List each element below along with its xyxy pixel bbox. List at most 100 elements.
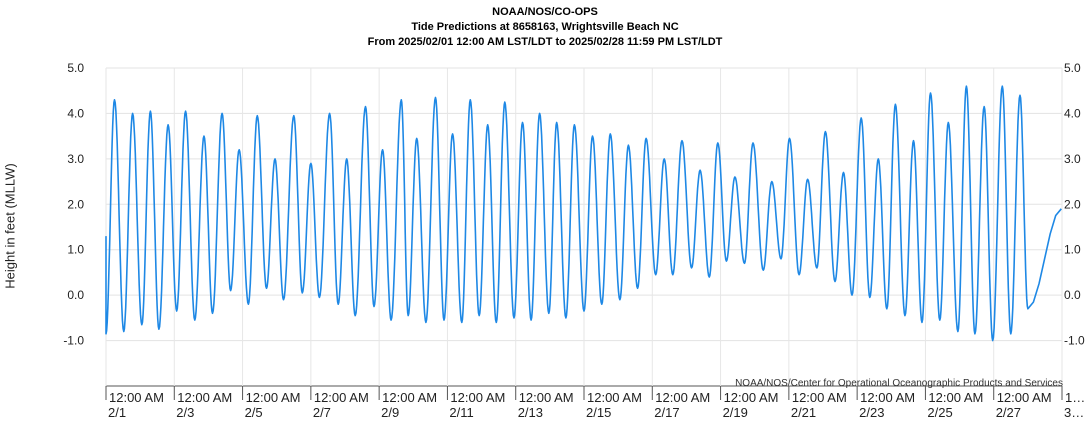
tide-extremum-point <box>645 137 647 139</box>
y-tick-label-left: 2.0 <box>67 197 84 211</box>
x-tick-label-time: 12:00 AM <box>724 390 779 405</box>
x-tick-label-time: 12:00 AM <box>519 390 574 405</box>
tide-extremum-point <box>373 305 375 307</box>
credit-text: NOAA/NOS/Center for Operational Oceanogr… <box>735 378 1063 389</box>
tide-extremum-point <box>636 287 638 289</box>
tide-extremum-point <box>824 130 826 132</box>
tide-extremum-point <box>834 280 836 282</box>
x-tick-label-date: 2/23 <box>859 405 884 420</box>
x-tick-label-date: 2/5 <box>245 405 263 420</box>
x-tick-label-date: 2/25 <box>927 405 952 420</box>
tide-extremum-point <box>690 267 692 269</box>
x-tick-label-time: 12:00 AM <box>177 390 232 405</box>
tide-extremum-point <box>346 158 348 160</box>
y-tick-label-right: -1.0 <box>1064 334 1085 348</box>
tide-extremum-point <box>113 99 115 101</box>
tide-extremum-point <box>842 171 844 173</box>
tide-extremum-point <box>293 115 295 117</box>
tide-extremum-point <box>256 115 258 117</box>
y-tick-label-right: 1.0 <box>1064 243 1081 257</box>
tide-extremum-point <box>158 328 160 330</box>
x-tick-label-time: 12:00 AM <box>450 390 505 405</box>
tide-extremum-point <box>556 121 558 123</box>
x-tick-label-time: 12:00 AM <box>109 390 164 405</box>
tide-extremum-point <box>663 158 665 160</box>
tide-extremum-point <box>274 158 276 160</box>
tide-extremum-point <box>816 267 818 269</box>
tide-extremum-point <box>904 314 906 316</box>
y-tick-label-left: 4.0 <box>67 106 84 120</box>
tide-extremum-point <box>591 135 593 137</box>
tide-extremum-point <box>681 140 683 142</box>
y-tick-label-left: 5.0 <box>67 61 84 75</box>
tide-extremum-point <box>265 287 267 289</box>
tide-series-line <box>105 85 1062 342</box>
tide-extremum-point <box>992 339 994 341</box>
x-tick-label-time: 12:00 AM <box>246 390 301 405</box>
tide-extremum-point <box>381 149 383 151</box>
tide-extremum-point <box>1027 308 1029 310</box>
tide-extremum-point <box>211 312 213 314</box>
tide-extremum-point <box>894 103 896 105</box>
tide-extremum-point <box>238 149 240 151</box>
x-tick-label-time: 12:00 AM <box>860 390 915 405</box>
tide-extremum-point <box>176 310 178 312</box>
x-tick-label-date: 2/1 <box>108 405 126 420</box>
tide-extremum-point <box>752 142 754 144</box>
tide-extremum-point <box>513 317 515 319</box>
y-tick-label-left: 3.0 <box>67 152 84 166</box>
tide-extremum-point <box>203 135 205 137</box>
x-tick-label-time: 1… <box>1065 390 1085 405</box>
y-tick-label-left: -1.0 <box>63 334 84 348</box>
y-tick-label-right: 4.0 <box>1064 106 1081 120</box>
tide-extremum-point <box>717 142 719 144</box>
tide-extremum-point <box>184 110 186 112</box>
tide-extremum-point <box>877 158 879 160</box>
tide-extremum-point <box>708 276 710 278</box>
tide-extremum-point <box>1019 94 1021 96</box>
tide-extremum-point <box>521 121 523 123</box>
tide-extremum-point <box>565 317 567 319</box>
tide-extremum-point <box>310 162 312 164</box>
tide-extremum-point <box>886 308 888 310</box>
tide-extremum-point <box>601 303 603 305</box>
tide-extremum-point <box>478 314 480 316</box>
tide-extremum-point <box>619 299 621 301</box>
date-range-subtitle: From 2025/02/01 12:00 AM LST/LDT to 2025… <box>367 36 723 48</box>
tide-extremum-point <box>734 176 736 178</box>
tide-extremum-point <box>530 319 532 321</box>
tide-extremum-point <box>149 110 151 112</box>
tide-extremum-point <box>131 112 133 114</box>
tide-extremum-point <box>860 117 862 119</box>
agency-title: NOAA/NOS/CO-OPS <box>492 6 598 18</box>
tide-extremum-point <box>869 296 871 298</box>
x-tick-label-date: 2/7 <box>313 405 331 420</box>
chart-header: NOAA/NOS/CO-OPS Tide Predictions at 8658… <box>0 5 1090 50</box>
tide-extremum-point <box>123 330 125 332</box>
tide-extremum-point <box>1010 333 1012 335</box>
tide-extremum-point <box>390 319 392 321</box>
tide-extremum-point <box>974 333 976 335</box>
tide-extremum-point <box>771 180 773 182</box>
tide-extremum-point <box>965 85 967 87</box>
tide-extremum-point <box>725 260 727 262</box>
y-tick-label-right: 2.0 <box>1064 197 1081 211</box>
tide-extremum-point <box>318 296 320 298</box>
tide-extremum-point <box>229 289 231 291</box>
tide-extremum-point <box>1001 85 1003 87</box>
x-tick-label-date: 2/9 <box>381 405 399 420</box>
x-tick-label-time: 12:00 AM <box>314 390 369 405</box>
tide-extremum-point <box>301 292 303 294</box>
tide-extremum-point <box>780 258 782 260</box>
tide-extremum-point <box>627 144 629 146</box>
tide-extremum-point <box>921 321 923 323</box>
tide-extremum-point <box>929 92 931 94</box>
tide-extremum-point <box>655 274 657 276</box>
x-tick-label-date: 2/27 <box>996 405 1021 420</box>
x-tick-label-time: 12:00 AM <box>997 390 1052 405</box>
tide-extremum-point <box>912 140 914 142</box>
tide-extremum-point <box>221 112 223 114</box>
tide-extremum-point <box>416 137 418 139</box>
tide-extremum-point <box>434 96 436 98</box>
chart-title: Tide Predictions at 8658163, Wrightsvill… <box>411 21 679 33</box>
